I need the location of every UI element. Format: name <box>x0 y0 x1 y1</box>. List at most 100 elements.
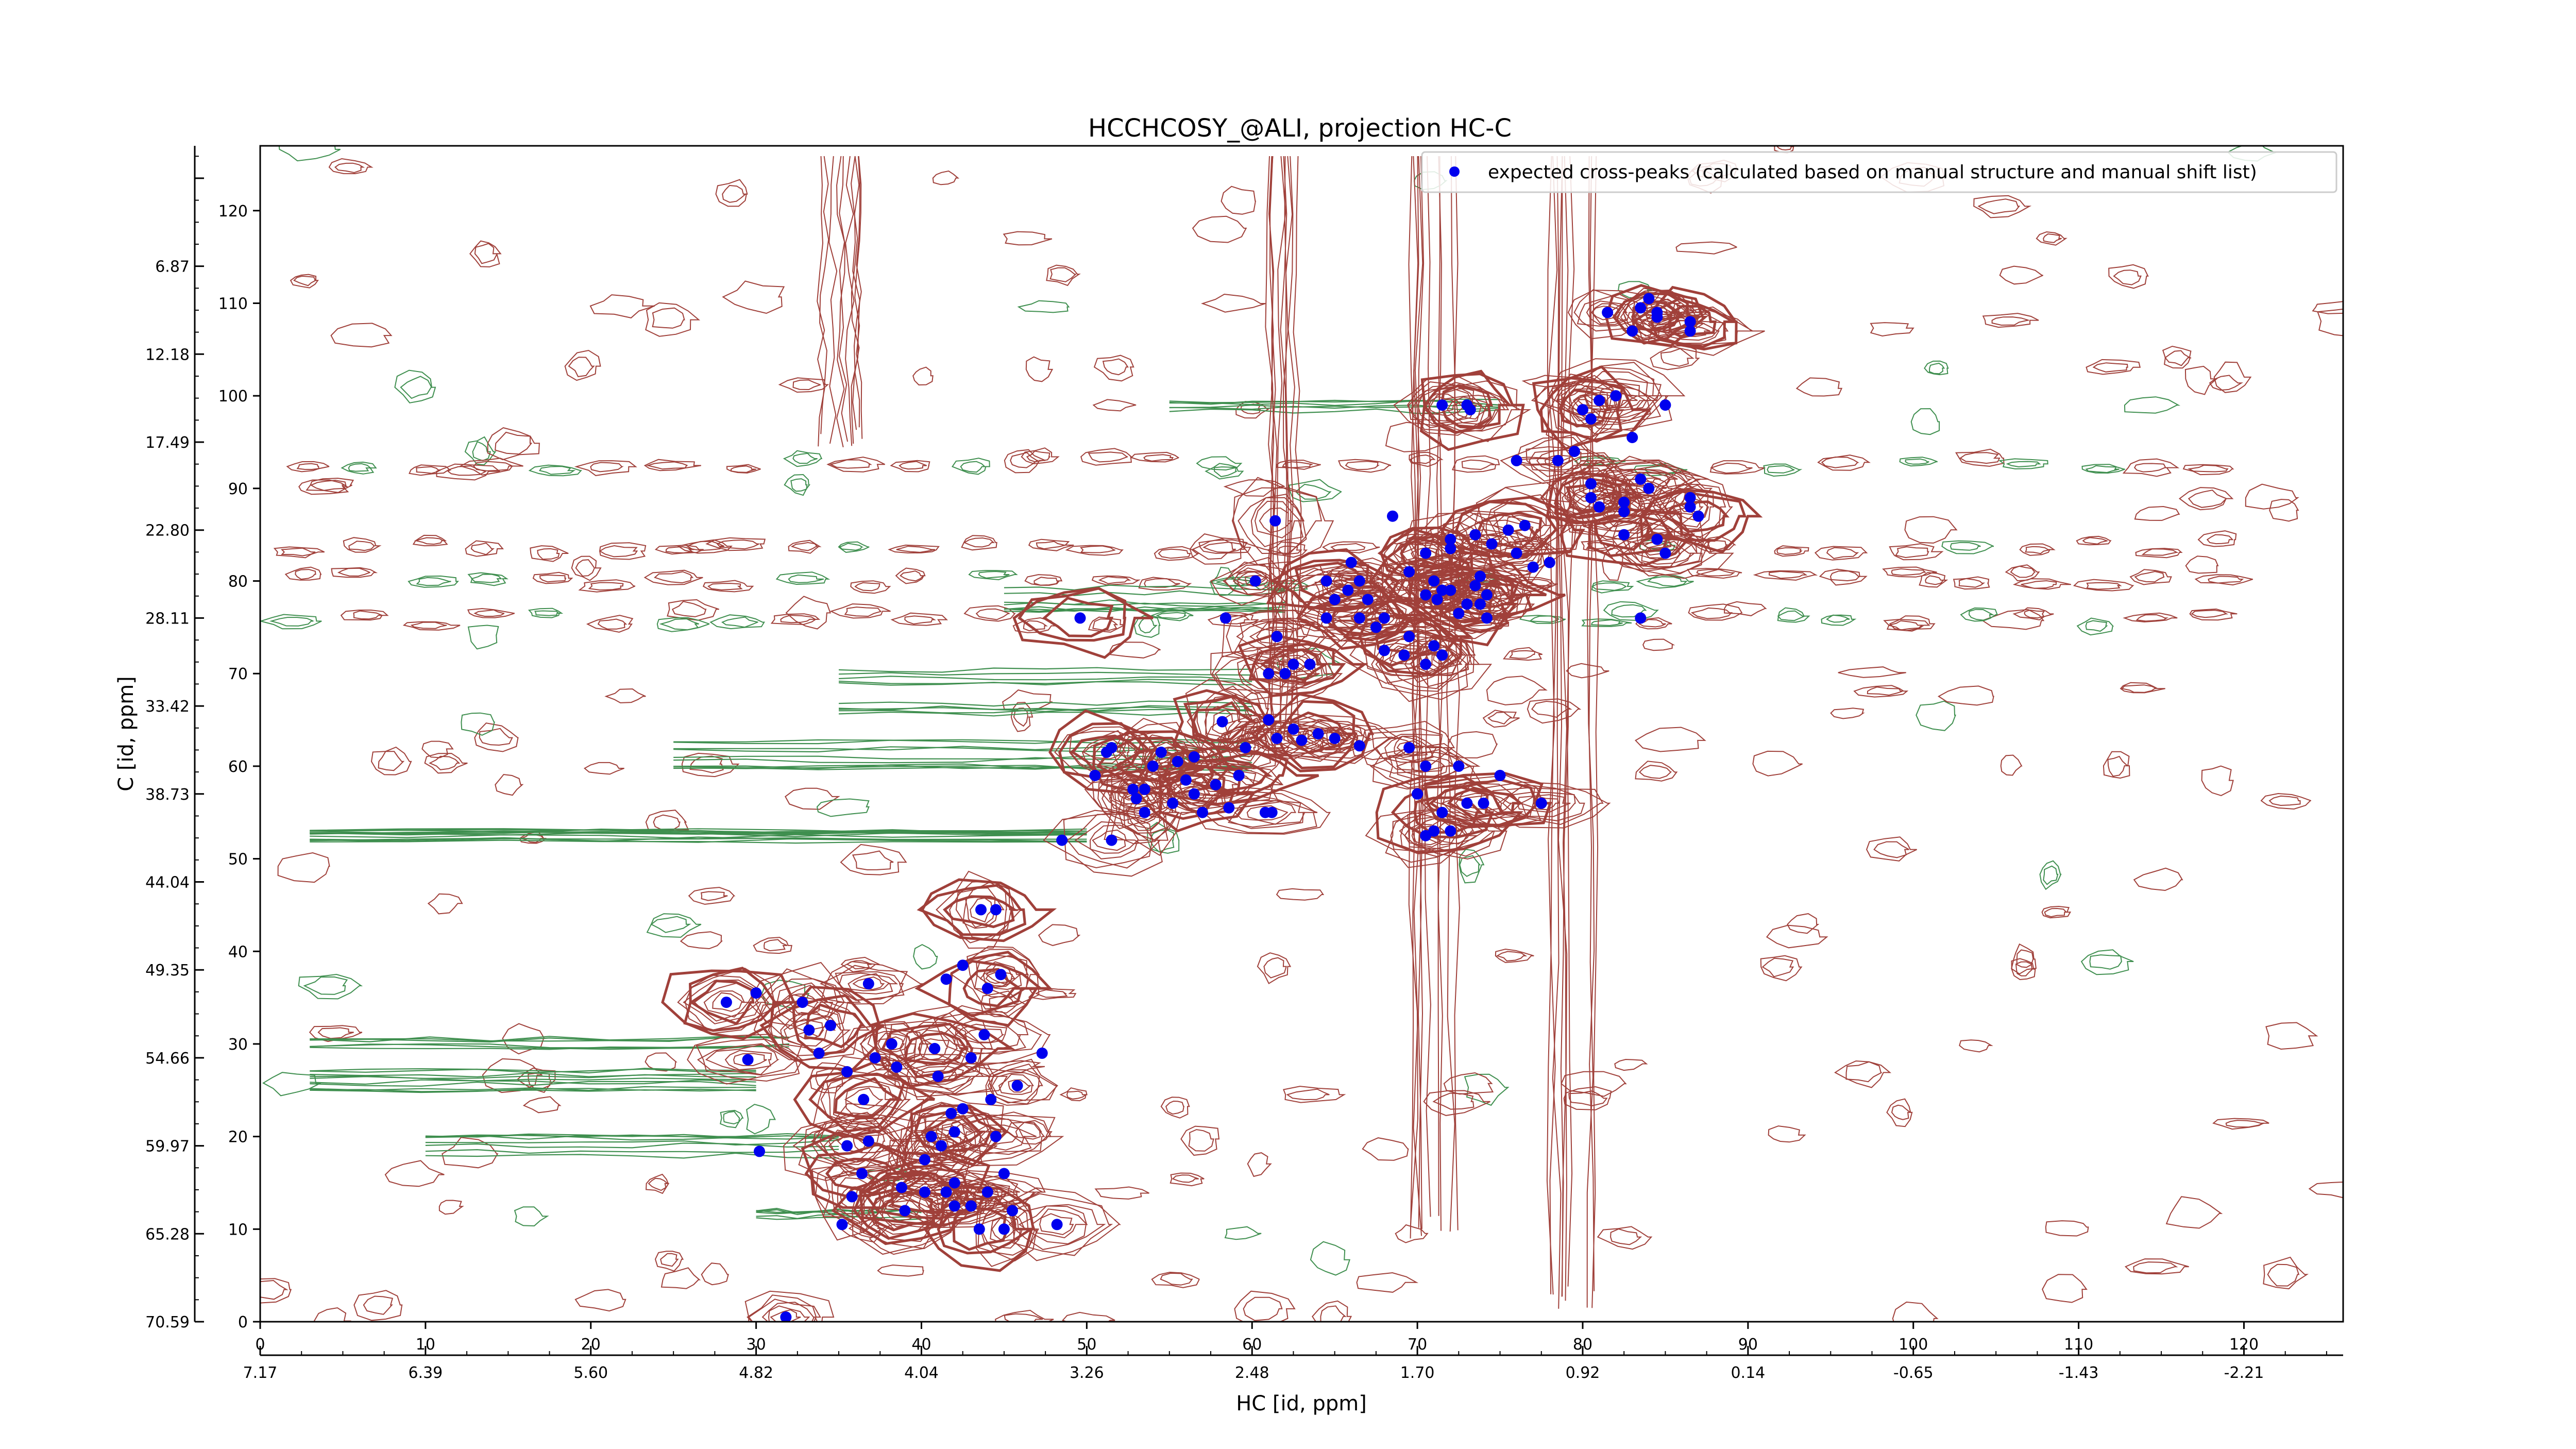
x-ppm-tick-label: 0.14 <box>1731 1364 1765 1382</box>
cross-peak-marker <box>1403 566 1415 578</box>
contour-line <box>723 1110 740 1125</box>
cross-peak-marker <box>886 1038 897 1050</box>
contour-line <box>2076 535 2112 546</box>
contour-line <box>310 836 1087 842</box>
contour-line <box>1527 698 1582 724</box>
contour-line <box>564 349 601 381</box>
contour-line <box>1098 576 1131 584</box>
contour-line <box>2036 231 2067 246</box>
contour-line <box>384 1160 445 1187</box>
contour-line <box>834 1077 905 1118</box>
cross-peak-marker <box>1320 612 1332 624</box>
contour-line <box>1163 746 1319 806</box>
contour-line <box>487 427 540 461</box>
contour-line <box>1591 306 1621 321</box>
cross-peak-marker <box>1431 594 1443 605</box>
contour-line <box>474 243 498 264</box>
contour-line <box>1446 156 1455 1232</box>
contour-line <box>2011 943 2037 975</box>
cross-peak-marker <box>965 1200 977 1212</box>
contour-line <box>1968 609 1995 621</box>
contour-line <box>792 379 821 391</box>
y-tick-label: 30 <box>228 1036 248 1054</box>
contour-line <box>1892 1301 1939 1322</box>
contour-line <box>1033 577 1059 586</box>
contour-line <box>410 621 447 629</box>
contour-line <box>1910 408 1940 435</box>
contour-line <box>673 739 1252 745</box>
contour-line <box>353 610 382 620</box>
cross-peak-marker <box>1481 612 1493 624</box>
contour-line <box>1830 707 1865 719</box>
contour-line <box>998 1073 1035 1095</box>
contour-line <box>331 567 378 578</box>
contour-line <box>1867 686 1903 696</box>
contour-line <box>328 158 374 175</box>
contour-line <box>334 162 365 174</box>
cross-peak-marker <box>978 1029 990 1040</box>
contour-line <box>1017 300 1070 313</box>
cross-peak-marker <box>1475 598 1486 610</box>
contour-line <box>2021 580 2057 589</box>
x-ppm-tick-label: 2.48 <box>1235 1364 1269 1382</box>
contour-line <box>2162 345 2192 369</box>
contour-line <box>707 583 743 591</box>
cross-peak-marker <box>1428 575 1440 587</box>
contour-line <box>425 1149 839 1154</box>
cross-peak-marker <box>998 1223 1010 1235</box>
contour-line <box>783 450 823 467</box>
contour-line <box>839 679 1252 684</box>
contour-line <box>688 887 736 905</box>
x-ppm-tick-label: 3.26 <box>1070 1364 1104 1382</box>
contour-line <box>1192 215 1247 243</box>
contour-line <box>1870 322 1914 337</box>
contour-line <box>1500 541 1536 564</box>
cross-peak-marker <box>1304 659 1316 670</box>
contour-line <box>2025 546 2050 554</box>
cross-peak-marker <box>981 983 993 995</box>
contour-line <box>1088 451 1128 463</box>
contour-line <box>2086 582 2122 590</box>
cross-peak-marker <box>1147 760 1159 772</box>
contour-line <box>1566 663 1609 679</box>
contour-line <box>839 705 1252 712</box>
contour-line <box>705 537 766 551</box>
contour-line <box>1502 791 1576 817</box>
contour-line <box>1183 694 1274 744</box>
contour-line <box>1282 461 1313 468</box>
cross-peak-marker <box>1659 399 1671 411</box>
contour-line <box>519 831 547 844</box>
contour-line <box>980 990 1029 1017</box>
cross-peak-marker <box>940 973 952 985</box>
contour-line <box>2113 269 2142 285</box>
contour-line <box>1417 633 1472 677</box>
contour-line <box>2188 490 2227 508</box>
cross-peak-marker <box>1635 612 1647 624</box>
contour-line <box>1365 807 1469 868</box>
cross-peak-marker <box>1269 515 1281 527</box>
contour-line <box>1408 156 1417 1239</box>
contour-line <box>1004 449 1046 474</box>
cross-peak-marker <box>1106 742 1117 753</box>
contour-line <box>599 545 638 558</box>
contour-line <box>1768 1125 1806 1143</box>
contour-line <box>310 1072 756 1077</box>
contour-line <box>705 1044 780 1075</box>
contour-line <box>1369 745 1475 788</box>
contour-line <box>1826 547 1859 559</box>
contour-line <box>1268 156 1278 739</box>
cross-peak-marker <box>1626 325 1638 337</box>
y-ppm-tick-label: 54.66 <box>145 1050 190 1068</box>
contour-line <box>671 600 707 617</box>
contour-line <box>1156 612 1188 619</box>
cross-peak-marker <box>1329 733 1341 744</box>
y-ppm-tick-label: 12.18 <box>145 346 190 364</box>
contour-line <box>963 537 995 548</box>
contour-line <box>1196 456 1243 471</box>
contour-line <box>277 852 330 883</box>
contour-line <box>1210 638 1343 706</box>
contour-line <box>2019 543 2056 556</box>
contour-line <box>425 1134 839 1140</box>
contour-line <box>2206 534 2234 545</box>
contour-line <box>1404 823 1451 848</box>
